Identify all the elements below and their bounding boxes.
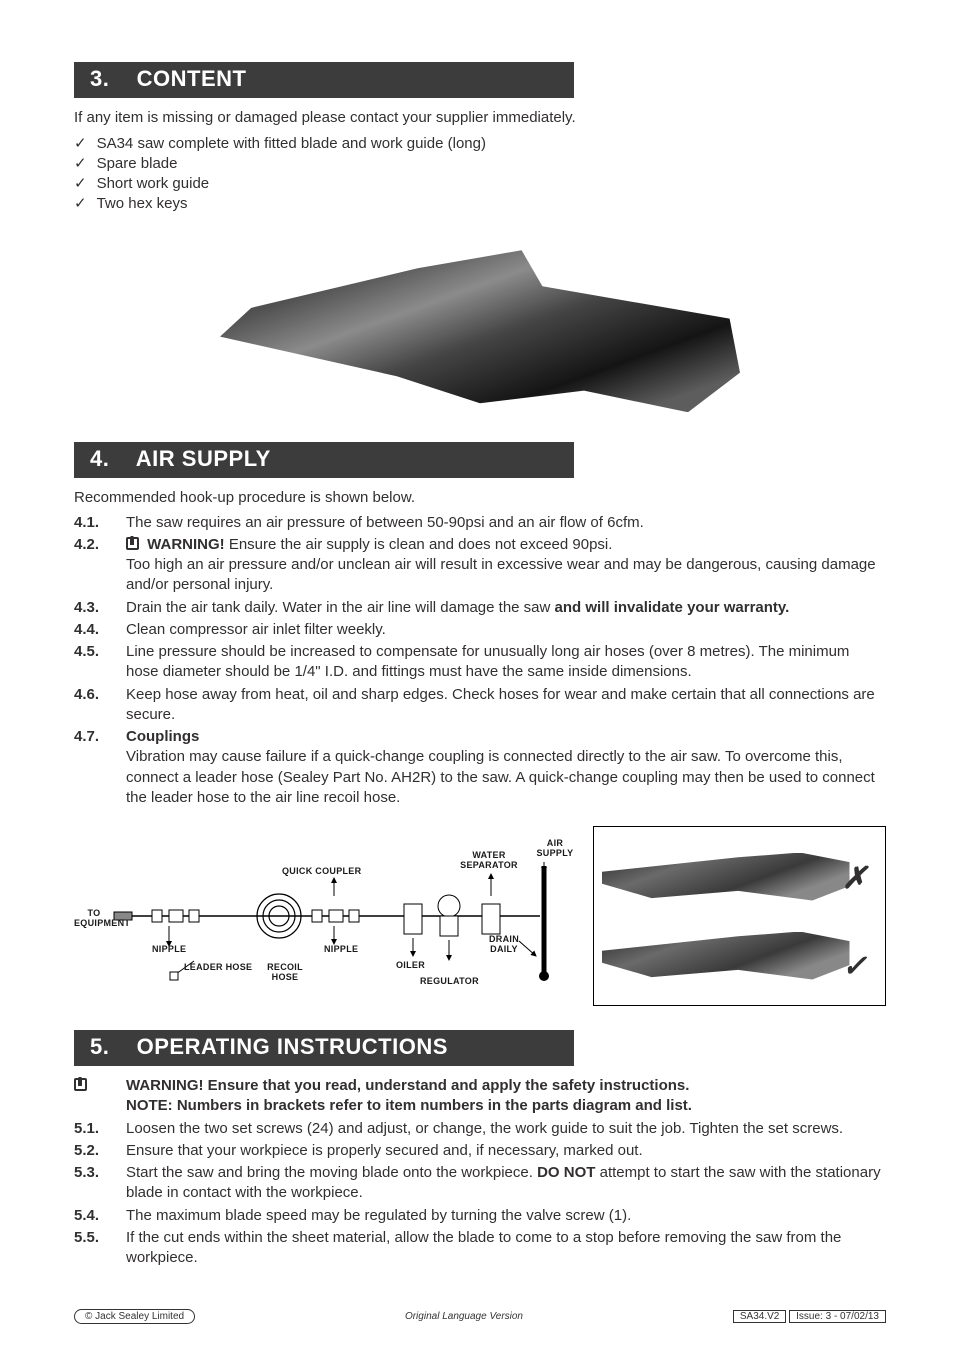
- item-text: The saw requires an air pressure of betw…: [126, 513, 886, 533]
- lbl-recoil-hose: RECOIL HOSE: [260, 962, 310, 982]
- lbl-nipple: NIPPLE: [324, 944, 358, 954]
- section-3-number: 3.: [90, 66, 130, 92]
- list-item: Two hex keys: [74, 194, 886, 212]
- couplings-text: Vibration may cause failure if a quick-c…: [126, 748, 875, 806]
- lbl-water-separator: WATER SEPARATOR: [454, 850, 524, 870]
- item-number: 4.5.: [74, 642, 126, 683]
- footer-model: SA34.V2: [733, 1310, 786, 1323]
- item-text: Couplings Vibration may cause failure if…: [126, 727, 886, 808]
- list-item: SA34 saw complete with fitted blade and …: [74, 134, 886, 152]
- section-5-warning-row: WARNING! Ensure that you read, understan…: [74, 1076, 886, 1117]
- item-text: Ensure that your workpiece is properly s…: [126, 1141, 886, 1161]
- list-item: Spare blade: [74, 154, 886, 172]
- section-3-intro: If any item is missing or damaged please…: [74, 108, 886, 128]
- lbl-drain-daily: DRAIN DAILY: [484, 934, 524, 954]
- warning-icon: [74, 1078, 87, 1091]
- item-text: Loosen the two set screws (24) and adjus…: [126, 1119, 886, 1139]
- section-5-number: 5.: [90, 1034, 130, 1060]
- lbl-air-supply: AIR SUPPLY: [530, 838, 580, 858]
- item-5-1: 5.1. Loosen the two set screws (24) and …: [74, 1119, 886, 1139]
- item-5-4: 5.4. The maximum blade speed may be regu…: [74, 1206, 886, 1226]
- section-3-list: SA34 saw complete with fitted blade and …: [74, 134, 886, 212]
- item-text: The maximum blade speed may be regulated…: [126, 1206, 886, 1226]
- item-number: 4.2.: [74, 535, 126, 596]
- couplings-heading: Couplings: [126, 728, 199, 745]
- cross-icon: ✗: [842, 861, 867, 896]
- item-4-6: 4.6. Keep hose away from heat, oil and s…: [74, 685, 886, 726]
- section-4-title: AIR SUPPLY: [136, 446, 271, 471]
- footer-issue: Issue: 3 - 07/02/13: [789, 1310, 886, 1323]
- section-3-title: CONTENT: [137, 66, 247, 91]
- warning-icon: [126, 537, 139, 550]
- product-image: [220, 232, 740, 412]
- item-continuation: Too high an air pressure and/or unclean …: [126, 556, 876, 593]
- item-4-7: 4.7. Couplings Vibration may cause failu…: [74, 727, 886, 808]
- item-number: 5.1.: [74, 1119, 126, 1139]
- warning-icon-cell: [74, 1076, 126, 1117]
- item-bold: DO NOT: [537, 1164, 595, 1181]
- item-text: Line pressure should be increased to com…: [126, 642, 886, 683]
- lbl-quick-coupler: QUICK COUPLER: [282, 866, 361, 876]
- list-item: Short work guide: [74, 174, 886, 192]
- item-bold: and will invalidate your warranty.: [555, 599, 790, 616]
- warning-label: WARNING!: [147, 536, 225, 553]
- item-pre: Start the saw and bring the moving blade…: [126, 1164, 537, 1181]
- item-number: 5.2.: [74, 1141, 126, 1161]
- tool-right-image: [602, 932, 850, 980]
- lbl-oiler: OILER: [396, 960, 425, 970]
- item-number: 4.6.: [74, 685, 126, 726]
- tool-wrong-image: [602, 853, 850, 901]
- item-number: 4.3.: [74, 598, 126, 618]
- item-4-3: 4.3. Drain the air tank daily. Water in …: [74, 598, 886, 618]
- item-4-1: 4.1. The saw requires an air pressure of…: [74, 513, 886, 533]
- footer-center: Original Language Version: [405, 1311, 523, 1322]
- item-5-2: 5.2. Ensure that your workpiece is prope…: [74, 1141, 886, 1161]
- coupling-figure: ✗ ✓: [593, 826, 886, 1006]
- section-4-header: 4. AIR SUPPLY: [74, 442, 574, 478]
- page-footer: © Jack Sealey Limited Original Language …: [74, 1309, 886, 1324]
- item-number: 5.4.: [74, 1206, 126, 1226]
- item-number: 4.4.: [74, 620, 126, 640]
- item-number: 5.5.: [74, 1228, 126, 1269]
- item-pre: Drain the air tank daily. Water in the a…: [126, 599, 555, 616]
- section-5-header: 5. OPERATING INSTRUCTIONS: [74, 1030, 574, 1066]
- item-text: If the cut ends within the sheet materia…: [126, 1228, 886, 1269]
- lbl-regulator: REGULATOR: [420, 976, 479, 986]
- section-3-header: 3. CONTENT: [74, 62, 574, 98]
- hookup-diagram: TO EQUIPMENT NIPPLE NIPPLE LEADER HOSE R…: [74, 826, 569, 1006]
- section-4-number: 4.: [90, 446, 130, 472]
- warning-text: Ensure the air supply is clean and does …: [225, 536, 613, 553]
- section-4-intro: Recommended hook-up procedure is shown b…: [74, 488, 886, 508]
- footer-right: SA34.V2 Issue: 3 - 07/02/13: [733, 1310, 886, 1323]
- item-5-5: 5.5. If the cut ends within the sheet ma…: [74, 1228, 886, 1269]
- section-5-warning-block: WARNING! Ensure that you read, understan…: [126, 1076, 886, 1117]
- item-4-4: 4.4. Clean compressor air inlet filter w…: [74, 620, 886, 640]
- lbl-to-equipment: TO EQUIPMENT: [74, 908, 114, 928]
- item-text: WARNING! Ensure the air supply is clean …: [126, 535, 886, 596]
- item-4-2: 4.2. WARNING! Ensure the air supply is c…: [74, 535, 886, 596]
- item-number: 4.7.: [74, 727, 126, 808]
- lbl-nipple: NIPPLE: [152, 944, 186, 954]
- section-5-note: NOTE: Numbers in brackets refer to item …: [126, 1097, 692, 1114]
- item-4-5: 4.5. Line pressure should be increased t…: [74, 642, 886, 683]
- lbl-leader-hose: LEADER HOSE: [184, 962, 252, 972]
- item-number: 5.3.: [74, 1163, 126, 1204]
- footer-left: © Jack Sealey Limited: [74, 1309, 195, 1324]
- diagram-row: TO EQUIPMENT NIPPLE NIPPLE LEADER HOSE R…: [74, 826, 886, 1006]
- section-5-warning: WARNING! Ensure that you read, understan…: [126, 1077, 689, 1094]
- check-icon: ✓: [842, 949, 867, 984]
- item-text: Drain the air tank daily. Water in the a…: [126, 598, 886, 618]
- item-5-3: 5.3. Start the saw and bring the moving …: [74, 1163, 886, 1204]
- item-text: Start the saw and bring the moving blade…: [126, 1163, 886, 1204]
- item-text: Clean compressor air inlet filter weekly…: [126, 620, 886, 640]
- item-number: 4.1.: [74, 513, 126, 533]
- section-5-title: OPERATING INSTRUCTIONS: [137, 1034, 448, 1059]
- item-text: Keep hose away from heat, oil and sharp …: [126, 685, 886, 726]
